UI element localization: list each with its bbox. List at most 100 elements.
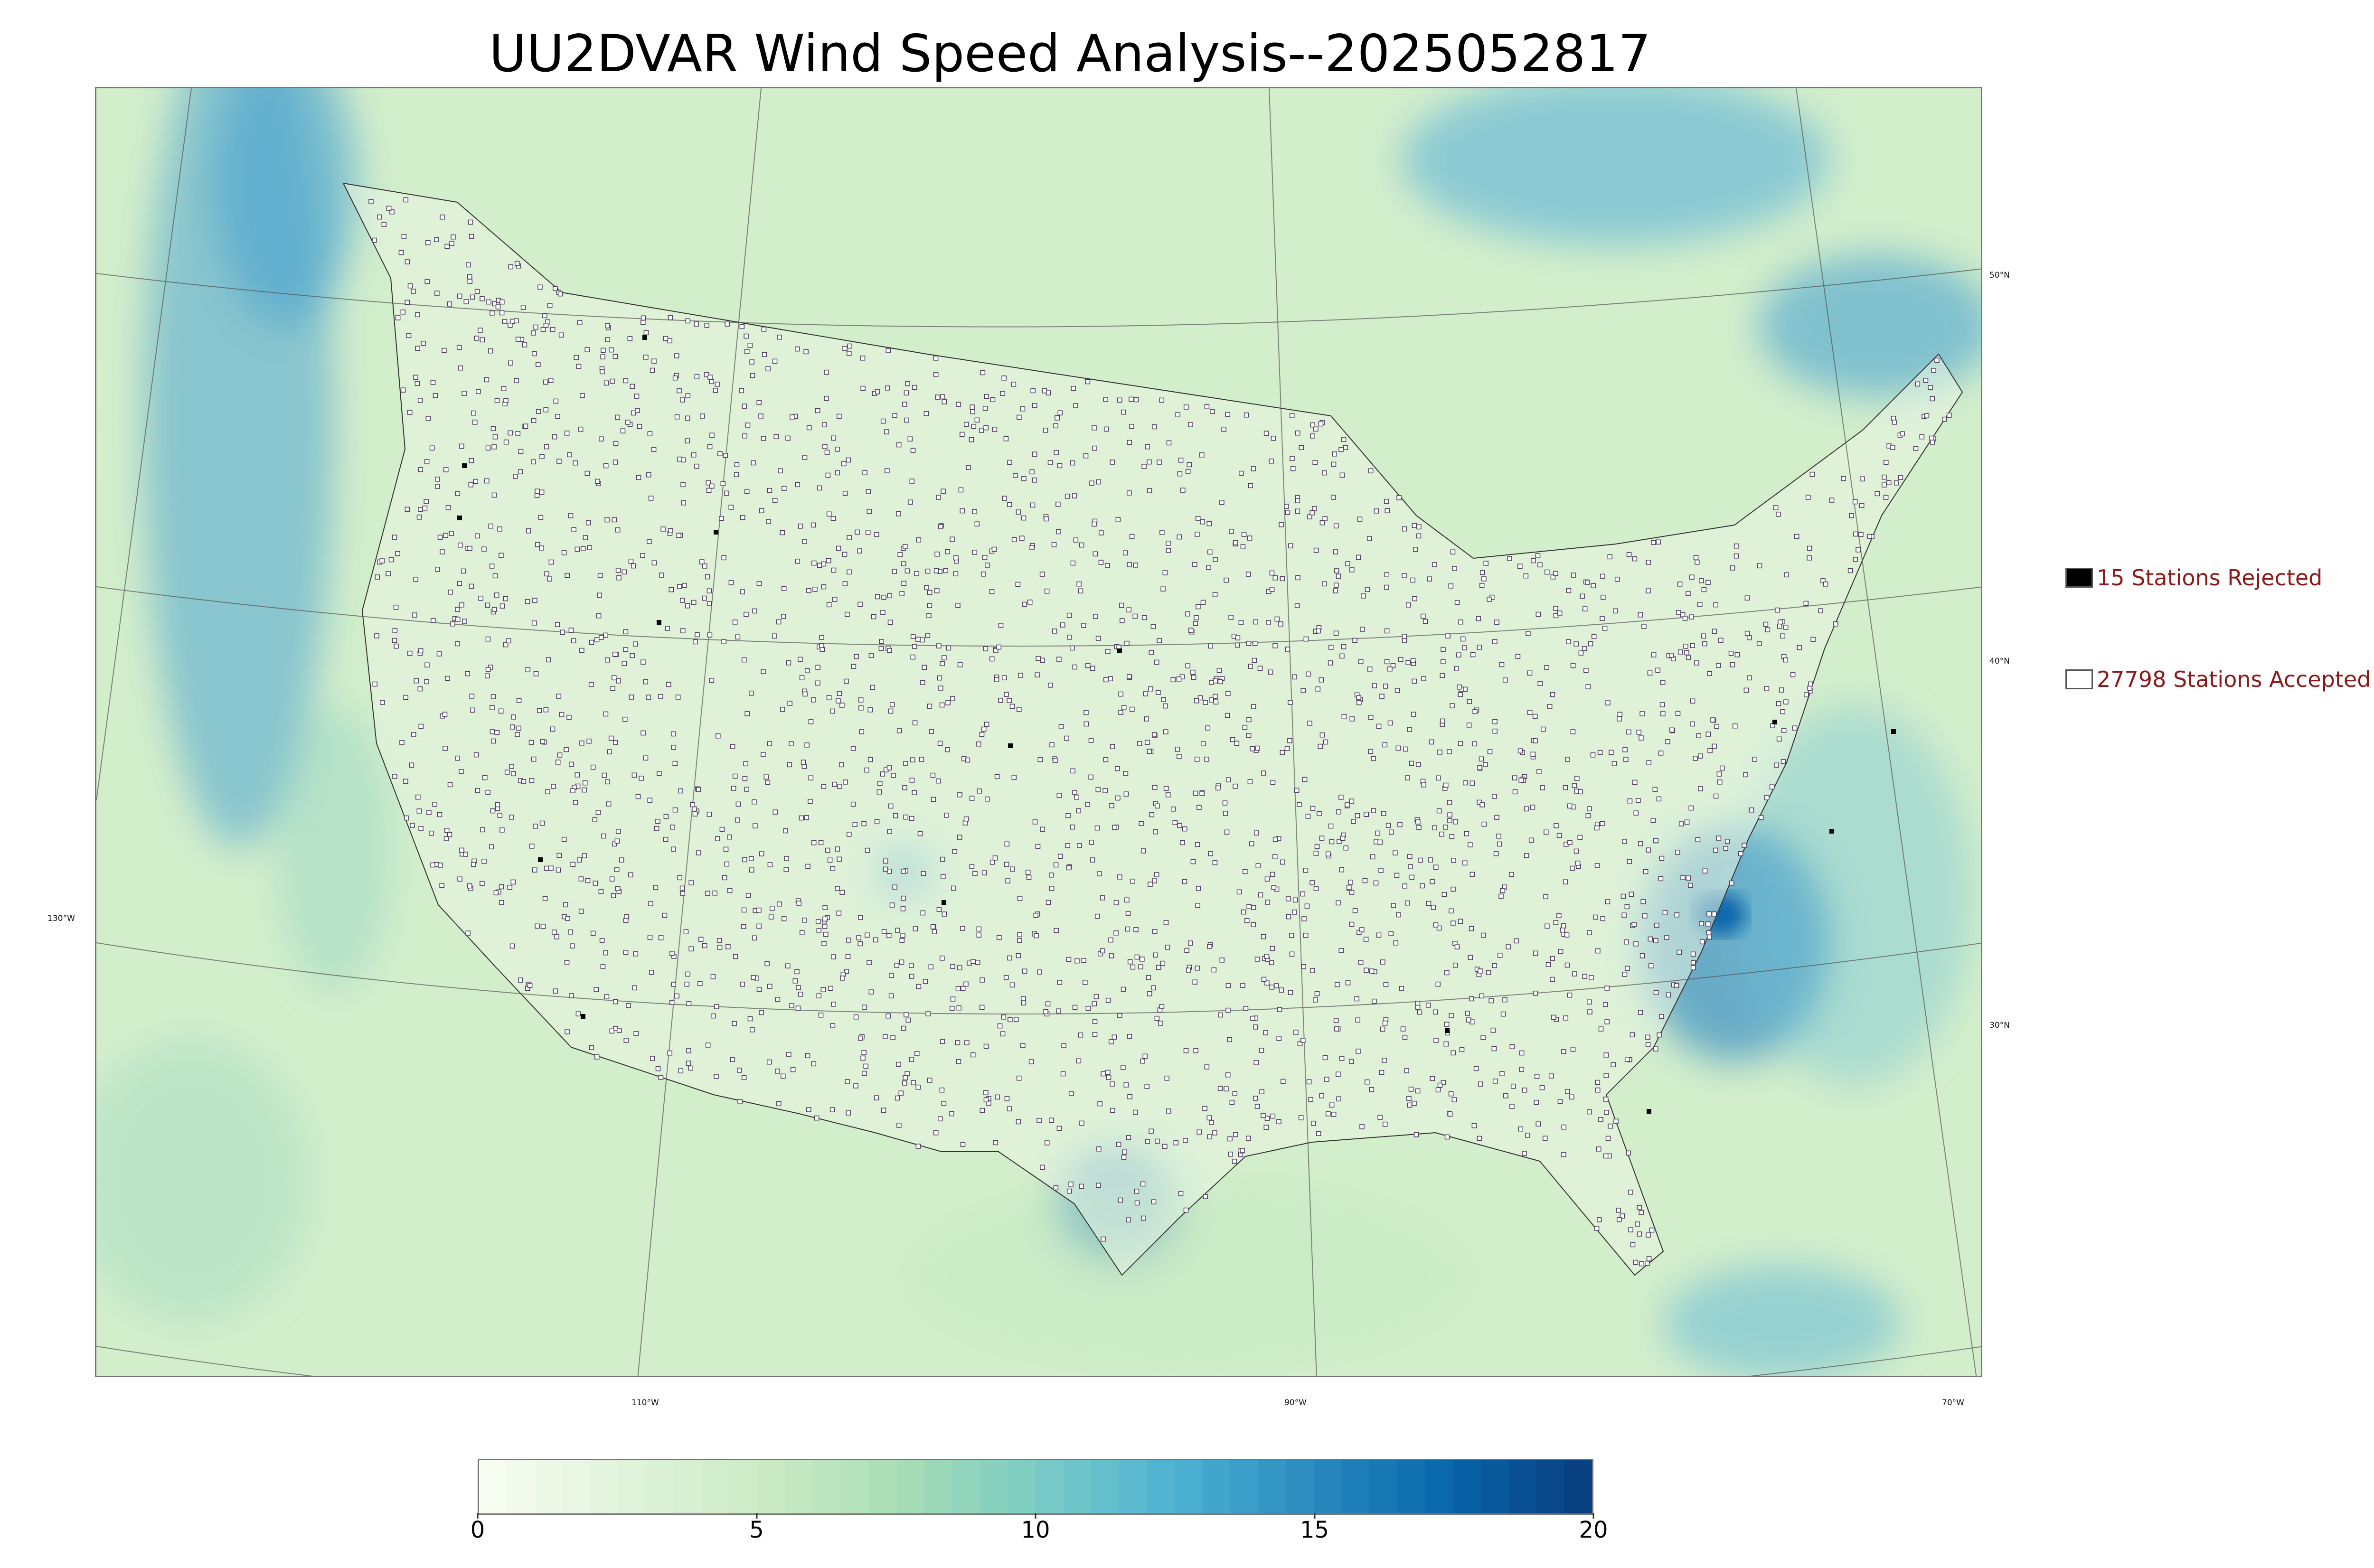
accepted-station-marker: [860, 1055, 866, 1061]
accepted-station-marker: [707, 375, 713, 380]
accepted-station-marker: [1073, 537, 1079, 543]
accepted-station-marker: [507, 884, 513, 890]
accepted-station-marker: [518, 469, 523, 475]
accepted-station-marker: [1710, 717, 1715, 723]
accepted-station-marker: [839, 762, 844, 768]
wind-speed-map[interactable]: [95, 87, 1982, 1377]
accepted-station-marker: [1194, 698, 1199, 704]
accepted-station-marker: [1454, 666, 1460, 671]
accepted-station-marker: [1046, 900, 1051, 905]
accepted-station-marker: [1697, 602, 1703, 607]
accepted-station-marker: [1427, 576, 1432, 582]
accepted-station-marker: [858, 705, 864, 711]
accepted-station-marker: [640, 553, 645, 558]
accepted-station-marker: [835, 470, 840, 476]
accepted-station-marker: [506, 638, 511, 644]
accepted-station-marker: [1573, 848, 1579, 854]
accepted-station-marker: [1313, 886, 1319, 891]
accepted-station-marker: [478, 595, 483, 601]
accepted-station-marker: [612, 841, 617, 847]
accepted-station-marker: [972, 871, 978, 876]
accepted-station-marker: [1105, 997, 1111, 1003]
accepted-station-marker: [1803, 601, 1809, 606]
accepted-station-marker: [1056, 529, 1061, 535]
accepted-station-marker: [643, 330, 649, 336]
accepted-station-marker: [822, 905, 828, 910]
accepted-station-marker: [1691, 960, 1696, 965]
accepted-station-marker: [1477, 799, 1482, 805]
accepted-station-marker: [909, 963, 914, 968]
accepted-station-marker: [655, 818, 660, 824]
accepted-station-marker: [1734, 652, 1740, 657]
accepted-station-marker: [1203, 1194, 1208, 1199]
accepted-station-marker: [1572, 971, 1577, 976]
accepted-station-marker: [725, 321, 730, 327]
accepted-station-marker: [415, 794, 421, 800]
accepted-station-marker: [1556, 913, 1562, 919]
accepted-station-marker: [1259, 1089, 1264, 1095]
accepted-station-marker: [1600, 616, 1605, 621]
accepted-station-marker: [942, 655, 947, 660]
accepted-station-marker: [901, 1025, 906, 1031]
accepted-station-marker: [1677, 582, 1683, 587]
accepted-station-marker: [1040, 1164, 1045, 1170]
accepted-station-marker: [963, 816, 969, 822]
accepted-station-marker: [1249, 841, 1254, 846]
accepted-station-marker: [928, 964, 934, 969]
accepted-station-marker: [622, 661, 627, 666]
accepted-station-marker: [909, 479, 915, 484]
accepted-station-marker: [685, 971, 690, 977]
accepted-station-marker: [883, 858, 888, 864]
accepted-station-marker: [682, 582, 687, 588]
accepted-station-marker: [674, 353, 679, 358]
accepted-station-marker: [803, 349, 809, 355]
accepted-station-marker: [1652, 787, 1658, 792]
accepted-station-marker: [1056, 657, 1062, 662]
accepted-station-marker: [1127, 1034, 1132, 1039]
accepted-station-marker: [1345, 561, 1350, 566]
accepted-station-marker: [1604, 1019, 1610, 1024]
accepted-station-marker: [375, 574, 380, 580]
accepted-station-marker: [983, 1043, 989, 1049]
accepted-station-marker: [1458, 619, 1463, 625]
accepted-station-marker: [1152, 929, 1158, 934]
accepted-station-marker: [862, 1070, 867, 1076]
accepted-station-marker: [1389, 829, 1394, 835]
accepted-station-marker: [540, 739, 546, 744]
accepted-station-marker: [1119, 602, 1124, 608]
accepted-station-marker: [657, 771, 662, 776]
accepted-station-marker: [1057, 410, 1063, 415]
accepted-station-marker: [1642, 913, 1648, 919]
accepted-station-marker: [680, 482, 686, 488]
accepted-station-marker: [1604, 1110, 1609, 1115]
accepted-station-marker: [1593, 914, 1598, 920]
accepted-station-marker: [547, 303, 553, 308]
accepted-station-marker: [1141, 464, 1147, 469]
accepted-station-marker: [417, 398, 423, 403]
accepted-station-marker: [650, 1056, 655, 1061]
accepted-station-marker: [418, 723, 424, 729]
accepted-station-marker: [1187, 462, 1192, 468]
accepted-station-marker: [1577, 835, 1583, 840]
accepted-station-marker: [858, 697, 864, 703]
accepted-station-marker: [445, 676, 450, 681]
accepted-station-marker: [770, 905, 775, 911]
accepted-station-marker: [1381, 811, 1386, 816]
accepted-station-marker: [930, 924, 936, 930]
accepted-station-marker: [1472, 709, 1478, 714]
accepted-station-marker: [529, 778, 535, 783]
accepted-station-marker: [782, 486, 787, 491]
accepted-station-marker: [665, 626, 670, 631]
accepted-station-marker: [1412, 678, 1417, 684]
accepted-station-marker: [983, 1090, 989, 1096]
accepted-station-marker: [895, 1095, 900, 1101]
accepted-station-marker: [578, 909, 584, 914]
accepted-station-marker: [705, 574, 710, 580]
accepted-station-marker: [1270, 1113, 1276, 1119]
accepted-station-marker: [583, 535, 588, 540]
accepted-station-marker: [862, 1005, 867, 1010]
accepted-station-marker: [896, 1123, 902, 1128]
accepted-station-marker: [633, 1031, 639, 1036]
accepted-station-marker: [1421, 782, 1426, 788]
accepted-station-marker: [1875, 491, 1880, 497]
